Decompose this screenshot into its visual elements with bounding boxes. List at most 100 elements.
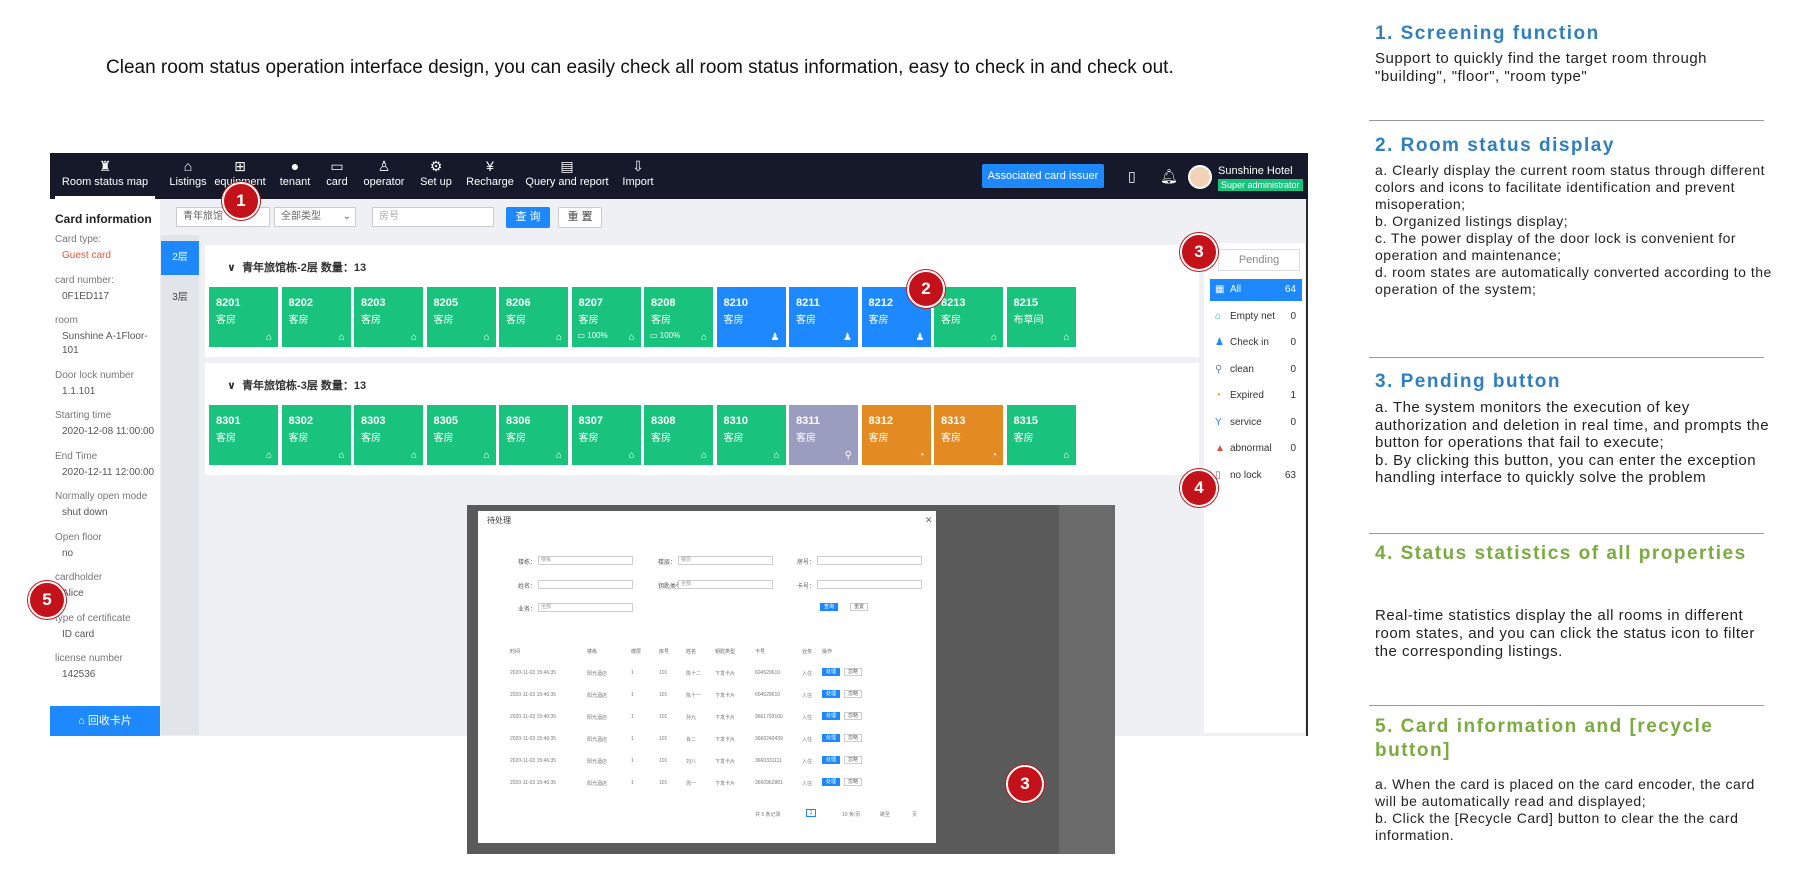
ignore-button[interactable]: 忽略 [844, 756, 862, 764]
page-number[interactable]: 1 [806, 809, 816, 817]
ignore-button[interactable]: 忽略 [844, 690, 862, 698]
card-info-value: ID card [62, 629, 95, 640]
status-filter-all[interactable]: ▦ All 64 [1210, 279, 1302, 301]
table-header: 楼栋 [587, 649, 598, 655]
table-cell: 101 [659, 758, 668, 764]
reset-button[interactable]: 重 置 [558, 207, 602, 228]
status-5-icon: Y [1215, 416, 1222, 428]
ignore-button[interactable]: 忽略 [844, 734, 862, 742]
query-button[interactable]: 查 询 [506, 207, 550, 228]
modal-filter-input[interactable] [538, 580, 633, 589]
home-icon: ⌂ [555, 450, 562, 461]
room-card[interactable]: 8207 客房 ▭ 100% ⌂ [571, 287, 641, 347]
modal-filter-input[interactable] [817, 580, 922, 589]
room-card[interactable]: 8315 客房 ⌂ [1006, 405, 1076, 465]
tab-floor-2[interactable]: 2层 [161, 241, 199, 275]
bell-icon[interactable]: 🔔︎ [1160, 168, 1178, 184]
room-card[interactable]: 8301 客房 ⌂ [209, 405, 278, 465]
room-card[interactable]: 8305 客房 ⌂ [426, 405, 496, 465]
status-6-icon: ▲ [1215, 443, 1225, 454]
close-icon[interactable]: ✕ [925, 515, 933, 525]
room-card[interactable]: 8310 客房 ⌂ [716, 405, 786, 465]
associated-card-issuer-button[interactable]: Associated card issuer [982, 164, 1104, 188]
modal-filter-input[interactable]: 全部 [538, 603, 633, 612]
modal-reset-label[interactable]: 重置 [850, 603, 868, 611]
room-card[interactable]: 8313 客房 ◔ [934, 405, 1003, 465]
room-number-input[interactable]: 房号 [372, 207, 494, 227]
card-info-label: cardholder [55, 572, 103, 583]
pending-button[interactable]: Pending [1218, 249, 1300, 271]
chevron-down-icon[interactable]: ∨ [227, 262, 236, 274]
room-type: 客房 [868, 315, 889, 326]
recycle-card-button[interactable]: ⌂ 回收卡片 [50, 706, 160, 736]
intro-text: Clean room status operation interface de… [106, 57, 1174, 78]
status-filter-empty-net[interactable]: ⌂ Empty net 0 [1210, 306, 1302, 328]
modal-filter-input[interactable]: 全部 [678, 580, 773, 589]
status-filter-expired[interactable]: ◔ Expired 1 [1210, 385, 1302, 407]
table-cell: 下发卡片 [715, 737, 736, 743]
room-card[interactable]: 8203 客房 ⌂ [354, 287, 423, 347]
handle-button[interactable]: 处理 [822, 668, 840, 676]
chevron-down-icon[interactable]: ∨ [227, 380, 236, 392]
nav-tenant[interactable]: ● tenant [278, 153, 312, 199]
room-card[interactable]: 8205 客房 ⌂ [426, 287, 496, 347]
room-card[interactable]: 8208 客房 ▭ 100% ⌂ [644, 287, 713, 347]
page-size[interactable]: 10 条/页 [842, 812, 861, 818]
room-card[interactable]: 8302 客房 ⌂ [281, 405, 351, 465]
room-card[interactable]: 8312 客房 ◔ [861, 405, 931, 465]
nav-import[interactable]: ⇩ Import [618, 153, 658, 199]
card-info-value: Alice [62, 588, 84, 599]
handle-button[interactable]: 处理 [822, 712, 840, 720]
nav-query-and-report[interactable]: ▤ Query and report [525, 153, 609, 199]
ignore-button[interactable]: 忽略 [844, 778, 862, 786]
room-type-select[interactable]: 全部类型 ⌄ [274, 207, 356, 227]
table-cell: 入住 [802, 781, 813, 787]
nav-set-up[interactable]: ⚙ Set up [418, 153, 454, 199]
phone-icon[interactable]: ▯ [1128, 168, 1136, 184]
room-card[interactable]: 8215 布草间 ⌂ [1006, 287, 1076, 347]
home-icon: ⌂ [338, 332, 345, 343]
status-count: 0 [1290, 416, 1296, 428]
table-cell: 下发卡片 [715, 671, 736, 677]
ignore-button[interactable]: 忽略 [844, 712, 862, 720]
nav-recharge[interactable]: ¥ Recharge [465, 153, 515, 199]
handle-button[interactable]: 处理 [822, 690, 840, 698]
room-card[interactable]: 8202 客房 ⌂ [281, 287, 351, 347]
room-card[interactable]: 8311 客房 ⚲ [789, 405, 858, 465]
modal-filter-input[interactable]: 楼层 [678, 556, 773, 565]
room-card[interactable]: 8307 客房 ⌂ [571, 405, 641, 465]
status-filter-abnormal[interactable]: ▲ abnormal 0 [1210, 438, 1302, 460]
nav-operator[interactable]: ♙ operator [362, 153, 406, 199]
room-number: 8305 [433, 415, 458, 427]
room-card[interactable]: 8201 客房 ⌂ [209, 287, 278, 347]
modal-query-label[interactable]: 查询 [820, 603, 838, 611]
status-filter-no-lock[interactable]: ▯ no lock 63 [1210, 465, 1302, 487]
table-header: 卡号 [755, 649, 766, 655]
divider [1369, 357, 1764, 358]
handle-button[interactable]: 处理 [822, 778, 840, 786]
modal-filter-input[interactable] [817, 556, 922, 565]
ignore-button[interactable]: 忽略 [844, 668, 862, 676]
handle-button[interactable]: 处理 [822, 756, 840, 764]
avatar[interactable] [1188, 165, 1212, 189]
nav-card[interactable]: ▭ card [325, 153, 349, 199]
tab-floor-3[interactable]: 3层 [172, 292, 188, 303]
nav-listings[interactable]: ⌂ Listings [162, 153, 214, 199]
floor-group-title: ∨ 青年旅馆栋-2层 数量：13 [227, 259, 366, 275]
modal-filter-input[interactable]: 楼栋 [538, 556, 633, 565]
table-cell: 阳光酒店 [587, 671, 608, 677]
modal-filter-label: 钥匙类型： [658, 584, 689, 590]
room-card[interactable]: 8210 客房 ♟ [716, 287, 786, 347]
handle-button[interactable]: 处理 [822, 734, 840, 742]
status-filter-clean[interactable]: ⚲ clean 0 [1210, 359, 1302, 381]
status-filter-check-in[interactable]: ♟ Check in 0 [1210, 332, 1302, 354]
room-number: 8207 [578, 297, 603, 309]
room-card[interactable]: 8213 客房 ⌂ [934, 287, 1003, 347]
nav-room-status-map[interactable]: ♜ Room status map [55, 153, 155, 199]
room-card[interactable]: 8211 客房 ♟ [789, 287, 858, 347]
room-card[interactable]: 8206 客房 ⌂ [499, 287, 568, 347]
room-card[interactable]: 8308 客房 ⌂ [644, 405, 713, 465]
room-card[interactable]: 8303 客房 ⌂ [354, 405, 423, 465]
room-card[interactable]: 8306 客房 ⌂ [499, 405, 568, 465]
